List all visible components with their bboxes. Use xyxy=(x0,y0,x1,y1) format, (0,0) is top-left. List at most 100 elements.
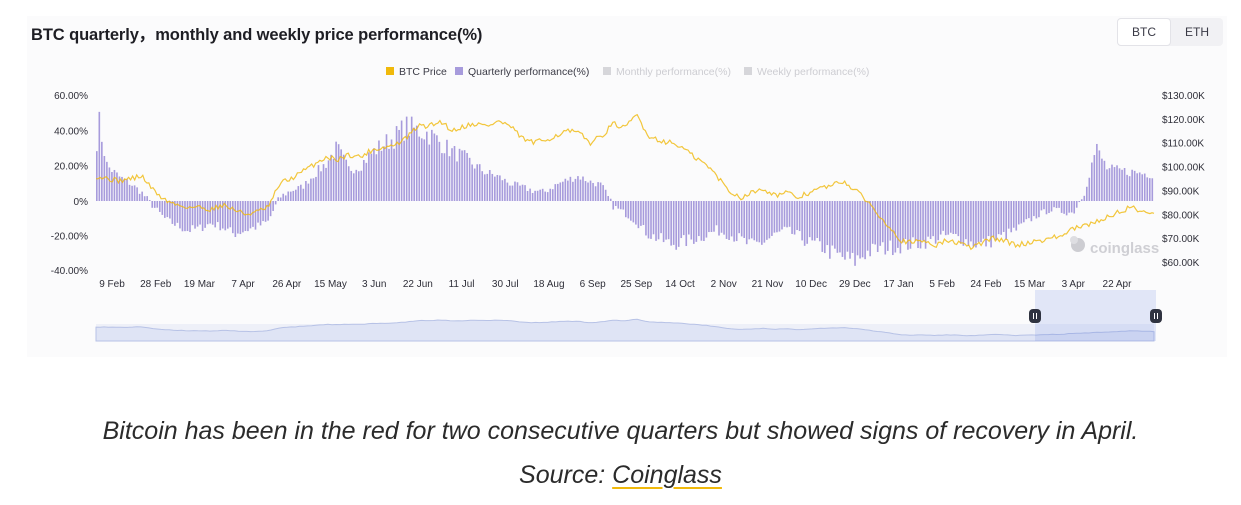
quarterly-bar xyxy=(289,191,292,201)
legend-swatch[interactable] xyxy=(603,67,611,75)
quarterly-bar xyxy=(614,201,617,206)
quarterly-bar xyxy=(504,178,506,201)
quarterly-bar xyxy=(884,201,887,255)
quarterly-bar xyxy=(715,201,718,226)
quarterly-bar xyxy=(509,185,511,201)
left-axis-ticks: 60.00% 40.00% 20.00% 0% -20.00% -40.00% xyxy=(51,91,88,277)
quarterly-bar xyxy=(284,195,287,201)
quarterly-bar xyxy=(1020,201,1023,224)
legend-item[interactable]: Quarterly performance(%) xyxy=(468,66,589,78)
quarterly-bar xyxy=(849,201,851,259)
legend-swatch[interactable] xyxy=(744,67,752,75)
quarterly-bar xyxy=(876,201,879,253)
quarterly-bar xyxy=(803,201,806,246)
quarterly-bar xyxy=(655,201,657,241)
eth-toggle-button[interactable]: ETH xyxy=(1185,25,1209,39)
navigator-window[interactable] xyxy=(1035,290,1156,341)
quarterly-bar xyxy=(619,201,622,210)
quarterly-bar xyxy=(1151,178,1154,201)
quarterly-bar xyxy=(347,166,350,201)
quarterly-bar xyxy=(856,201,859,256)
quarterly-bar xyxy=(234,201,237,238)
navigator-handle[interactable] xyxy=(1150,309,1162,323)
quarterly-bar xyxy=(695,201,698,242)
quarterly-bar xyxy=(713,201,715,232)
x-tick-label: 21 Nov xyxy=(752,279,784,290)
quarterly-bar xyxy=(237,201,239,234)
price-line xyxy=(95,113,1155,251)
quarterly-bar xyxy=(481,171,484,201)
quarterly-bar xyxy=(332,158,335,201)
quarterly-bar xyxy=(325,167,327,201)
quarterly-bar xyxy=(917,201,919,249)
quarterly-bar xyxy=(841,201,844,257)
quarterly-bar xyxy=(375,154,378,201)
quarterly-bar xyxy=(1078,201,1081,203)
quarterly-bar xyxy=(151,201,154,208)
quarterly-bar xyxy=(554,184,557,201)
quarterly-bar xyxy=(947,201,950,235)
quarterly-bar xyxy=(763,201,766,243)
quarterly-bar xyxy=(196,201,199,227)
quarterly-bar xyxy=(446,139,448,201)
quarterly-bar xyxy=(176,201,179,223)
quarterly-bar xyxy=(1093,155,1096,201)
quarterly-bar xyxy=(556,183,559,201)
quarterly-bar xyxy=(708,201,710,233)
quarterly-bar xyxy=(1106,169,1108,201)
quarterly-bar xyxy=(967,201,970,246)
quarterly-bar xyxy=(869,201,871,257)
quarterly-bar xyxy=(811,201,814,241)
quarterly-bar xyxy=(834,201,836,249)
legend-swatch[interactable] xyxy=(455,67,463,75)
quarterly-bar xyxy=(1000,201,1002,235)
quarterly-bar xyxy=(854,201,856,266)
x-tick-label: 2 Nov xyxy=(711,279,737,290)
quarterly-bar xyxy=(133,185,136,201)
x-tick-label: 19 Mar xyxy=(184,279,216,290)
quarterly-bar xyxy=(705,201,708,238)
source-prefix: Source: xyxy=(519,461,613,489)
quarterly-bar xyxy=(881,201,884,243)
quarterly-bar xyxy=(1025,201,1028,220)
quarterly-bar xyxy=(101,141,103,201)
left-tick-label: -40.00% xyxy=(51,266,88,277)
quarterly-bar xyxy=(1038,201,1040,218)
quarterly-bar xyxy=(700,201,703,241)
quarterly-bar xyxy=(297,186,300,201)
quarterly-bar xyxy=(927,201,929,237)
quarterly-bar xyxy=(534,190,536,201)
quarterly-bar xyxy=(793,201,796,235)
legend-swatch[interactable] xyxy=(386,67,394,75)
navigator-handle[interactable] xyxy=(1029,309,1041,323)
quarterly-bar xyxy=(219,201,222,231)
quarterly-bar xyxy=(320,171,322,201)
quarterly-bar xyxy=(1103,160,1106,201)
quarterly-bar xyxy=(229,201,232,228)
legend-item[interactable]: Monthly performance(%) xyxy=(616,66,731,78)
legend-item[interactable]: Weekly performance(%) xyxy=(757,66,869,78)
quarterly-bar xyxy=(975,201,977,248)
quarterly-bar xyxy=(1121,169,1123,201)
quarterly-bar xyxy=(131,185,133,201)
quarterly-bar xyxy=(670,201,672,246)
legend-item[interactable]: BTC Price xyxy=(399,66,447,78)
quarterly-bar xyxy=(363,159,365,201)
btc-toggle-button[interactable]: BTC xyxy=(1117,18,1171,46)
x-tick-label: 15 Mar xyxy=(1014,279,1046,290)
quarterly-bar xyxy=(894,201,897,253)
quarterly-bar xyxy=(438,141,441,201)
quarterly-bar xyxy=(413,127,416,201)
quarterly-bar xyxy=(652,201,655,235)
x-tick-label: 11 Jul xyxy=(449,279,475,290)
quarterly-bar xyxy=(801,201,803,241)
quarterly-bar xyxy=(660,201,662,234)
quarterly-bar xyxy=(748,201,751,240)
quarterly-bar xyxy=(524,185,526,201)
quarterly-bar xyxy=(1045,201,1048,215)
quarterly-bar xyxy=(300,184,302,201)
quarterly-bar xyxy=(824,201,826,254)
quarterly-bar xyxy=(506,182,509,201)
source-link[interactable]: Coinglass xyxy=(612,461,722,489)
left-tick-label: 60.00% xyxy=(54,91,88,102)
